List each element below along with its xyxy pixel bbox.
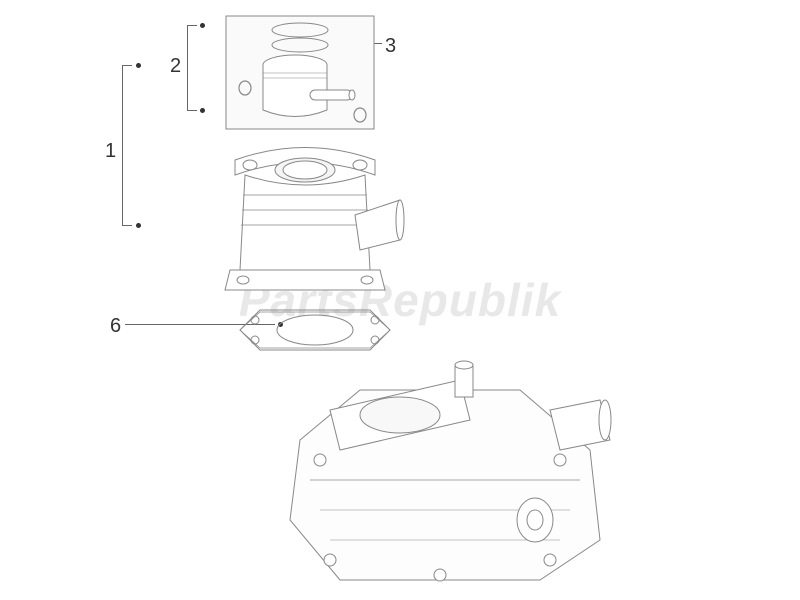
bracket-1-bot <box>122 225 132 226</box>
cylinder-body <box>205 140 405 305</box>
bracket-2-dot-top <box>200 23 205 28</box>
callout-2: 2 <box>170 55 181 78</box>
bracket-2-dot-bot <box>200 108 205 113</box>
bracket-1-vert <box>122 65 123 225</box>
callout-1: 1 <box>105 140 116 163</box>
bracket-2-bot <box>187 110 197 111</box>
bracket-1-dot-top <box>136 63 141 68</box>
bracket-2-vert <box>187 25 188 110</box>
bracket-1-top <box>122 65 132 66</box>
callout-6: 6 <box>110 315 121 338</box>
bracket-2-top <box>187 25 197 26</box>
engine-crankcase <box>260 360 620 590</box>
base-gasket <box>230 300 400 360</box>
callout-3: 3 <box>385 35 396 58</box>
piston-detail-box <box>225 15 375 130</box>
bracket-1-dot-bot <box>136 223 141 228</box>
